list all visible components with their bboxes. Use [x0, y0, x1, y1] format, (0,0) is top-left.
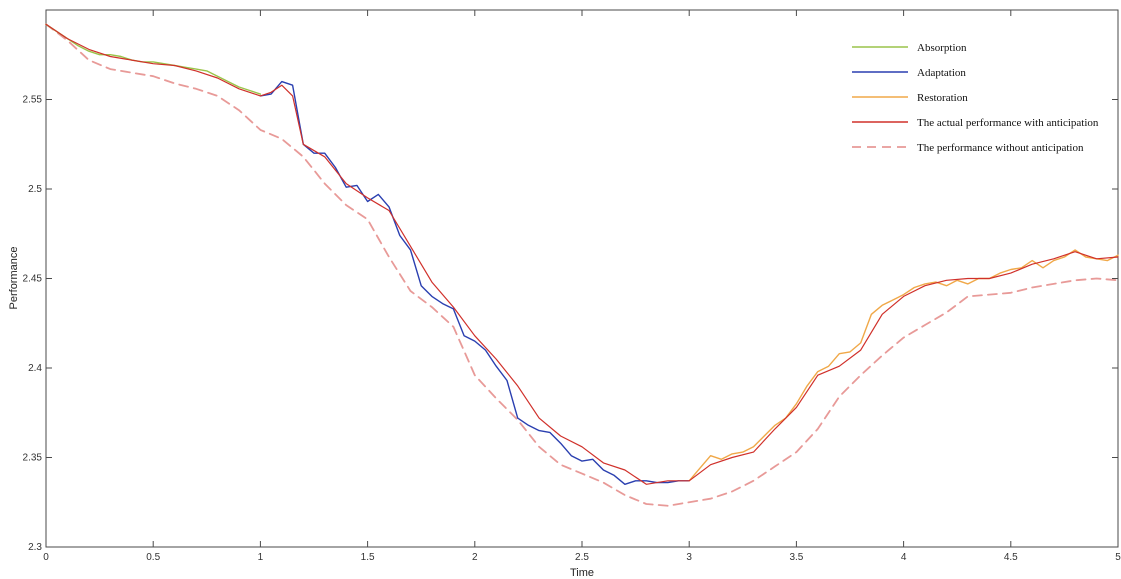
plot-area — [45, 9, 1119, 548]
x-tick-label: 1 — [258, 552, 264, 563]
x-tick-label: 0.5 — [146, 552, 160, 563]
x-tick-label: 2.5 — [575, 552, 589, 563]
y-tick-label: 2.35 — [23, 453, 43, 464]
series-layer — [45, 23, 1119, 507]
x-tick-label: 3 — [686, 552, 692, 563]
legend-label-4: The performance without anticipation — [917, 142, 1084, 154]
series-line-0 — [45, 23, 262, 95]
x-tick-label: 5 — [1115, 552, 1121, 563]
x-tick-label: 4 — [901, 552, 907, 563]
legend-label-1: Adaptation — [917, 67, 966, 79]
series-line-3 — [45, 23, 1119, 485]
y-tick-label: 2.4 — [28, 363, 42, 374]
legend-label-3: The actual performance with anticipation — [917, 117, 1099, 129]
x-tick-label: 3.5 — [789, 552, 803, 563]
series-line-4 — [45, 23, 1119, 507]
x-tick-label: 2 — [472, 552, 478, 563]
y-tick-label: 2.55 — [23, 95, 43, 106]
series-line-2 — [688, 249, 1119, 482]
y-tick-label: 2.45 — [23, 274, 43, 285]
series-line-1 — [259, 80, 690, 485]
x-tick-label: 4.5 — [1004, 552, 1018, 563]
y-axis-label: Performance — [8, 247, 20, 310]
x-tick-label: 0 — [43, 552, 49, 563]
legend-label-2: Restoration — [917, 92, 968, 104]
x-axis-label: Time — [570, 567, 594, 579]
x-tick-label: 1.5 — [361, 552, 375, 563]
legend-label-0: Absorption — [917, 42, 967, 54]
y-tick-label: 2.5 — [28, 184, 42, 195]
y-tick-label: 2.3 — [28, 542, 42, 553]
ticks-layer: 0 0.5 1 1.5 2 2.5 3 3.5 4 4.5 5 2.3 2.35 2.4 2.45 2.5 2.… — [23, 10, 1121, 563]
legend: Absorption Adaptation Restoration The actua… — [852, 42, 1099, 154]
